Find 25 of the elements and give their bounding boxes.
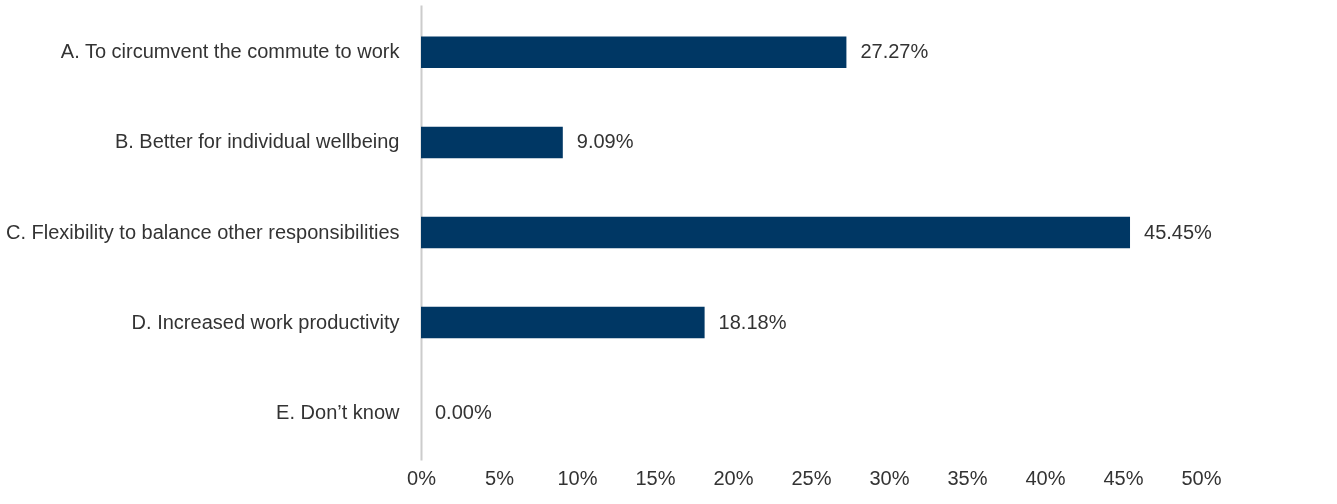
data-label: 27.27% [860, 40, 929, 63]
y-tick-label: D. Increased work productivity [131, 310, 400, 333]
data-label: 18.18% [718, 310, 787, 333]
x-tick-label: 15% [635, 466, 676, 489]
x-tick-label: 40% [1025, 466, 1066, 489]
x-tick-label: 20% [713, 466, 754, 489]
bar [421, 36, 847, 69]
x-tick-label: 5% [485, 466, 515, 489]
y-tick-label: A. To circumvent the commute to work [60, 40, 401, 63]
x-tick-label: 25% [791, 466, 832, 489]
x-tick-label: 50% [1181, 466, 1222, 489]
x-tick-label: 45% [1103, 466, 1144, 489]
bar [421, 216, 1131, 249]
bar [421, 126, 563, 159]
y-tick-label: B. Better for individual wellbeing [114, 130, 400, 153]
y-tick-label: C. Flexibility to balance other responsibilities [5, 220, 400, 243]
bar [421, 306, 705, 339]
data-label: 9.09% [576, 130, 634, 153]
x-tick-label: 0% [407, 466, 437, 489]
y-tick-label: E. Don’t know [276, 400, 401, 423]
x-tick-label: 30% [869, 466, 910, 489]
x-tick-label: 35% [947, 466, 988, 489]
data-label: 0.00% [435, 400, 492, 423]
x-tick-label: 10% [557, 466, 598, 489]
data-label: 45.45% [1144, 220, 1213, 243]
